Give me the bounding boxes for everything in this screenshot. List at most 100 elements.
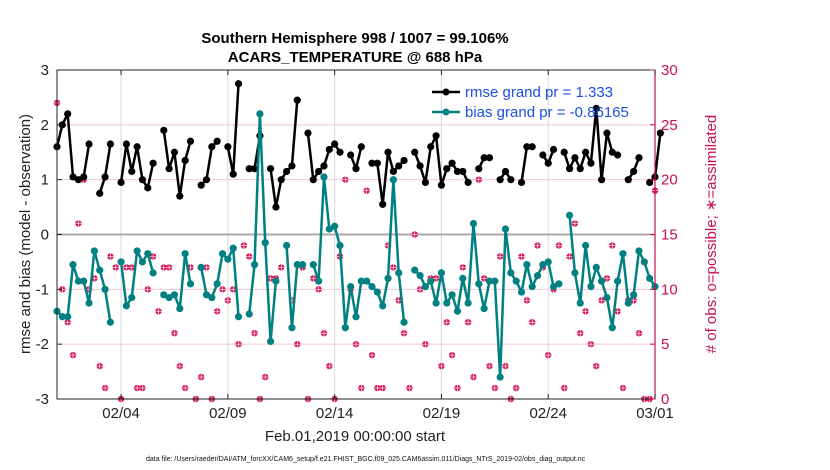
series-point: [373, 159, 381, 167]
right-y-axis-label: # of obs: o=possible; ∗=assimilated: [703, 115, 720, 354]
series-point: [523, 143, 531, 151]
series-point: [395, 269, 403, 277]
obs-count-marker: [240, 242, 248, 249]
series-point: [186, 280, 195, 288]
series-point: [560, 148, 568, 156]
x-tick-label: 02/14: [316, 405, 354, 422]
series-point: [453, 307, 462, 315]
series-point: [459, 274, 467, 282]
obs-count-marker: [213, 308, 221, 315]
legend-rmse-label: rmse grand pr = 1.333: [465, 84, 613, 101]
obs-count-marker: [491, 384, 499, 392]
obs-count-marker: [432, 275, 440, 282]
obs-count-marker: [603, 275, 611, 282]
y-axis-ticks: -3 -2 -1 0 1 2 3: [36, 62, 62, 408]
obs-count-marker: [523, 297, 531, 304]
obs-count-marker: [235, 340, 242, 348]
series-point: [432, 132, 440, 140]
series-point: [208, 143, 216, 151]
series-point: [565, 165, 574, 173]
series-point: [261, 239, 269, 247]
x-tick-label: 03/01: [636, 405, 674, 422]
series-line: [119, 249, 155, 308]
x-tick-label: 02/19: [423, 405, 461, 422]
series-point: [293, 261, 301, 269]
series-line: [247, 112, 278, 343]
y-tick-label: 3: [41, 62, 49, 79]
series-point: [299, 261, 307, 269]
obs-count-marker: [294, 340, 301, 348]
series-line: [312, 175, 406, 329]
series-point: [480, 304, 488, 313]
series-point: [234, 313, 243, 321]
obs-count-marker: [587, 340, 595, 348]
series-point: [571, 154, 579, 162]
series-point: [357, 277, 365, 285]
series-point: [277, 176, 285, 184]
series-point: [571, 269, 579, 277]
series-point: [315, 167, 323, 176]
obs-count-marker: [422, 340, 429, 348]
y2-tick-label: 5: [661, 336, 669, 353]
series-point: [293, 96, 301, 104]
series-point: [646, 178, 654, 187]
y-tick-label: 1: [41, 172, 49, 189]
obs-count-marker: [363, 187, 370, 194]
series-point: [106, 140, 114, 148]
series-point: [549, 282, 558, 291]
series-point: [379, 200, 387, 208]
bias-series: [53, 110, 659, 381]
series-point: [368, 159, 376, 167]
series-point: [347, 282, 355, 291]
series-point: [587, 282, 595, 291]
series-point: [523, 261, 531, 269]
series-point: [635, 247, 643, 255]
series-point: [250, 165, 259, 173]
series-point: [165, 165, 173, 173]
series-point: [421, 282, 430, 291]
series-point: [208, 293, 216, 302]
obs-count-marker: [101, 384, 109, 392]
series-point: [245, 310, 253, 318]
series-point: [64, 110, 72, 118]
series-point: [69, 173, 77, 181]
series-point: [101, 173, 109, 181]
series-point: [411, 266, 419, 274]
series-point: [555, 280, 563, 288]
series-point: [74, 176, 82, 184]
series-point: [507, 269, 515, 277]
obs-count-marker: [438, 362, 445, 370]
series-point: [229, 170, 237, 178]
series-point: [288, 162, 296, 170]
series-point: [480, 154, 488, 162]
y2-tick-label: 15: [661, 227, 678, 244]
obs-count-marker: [598, 297, 605, 304]
series-point: [144, 250, 152, 258]
obs-count-marker: [315, 286, 322, 293]
series-point: [389, 176, 397, 184]
obs-count-marker: [112, 264, 119, 271]
legend: rmse grand pr = 1.333 bias grand pr = -0…: [432, 84, 629, 121]
obs-count-marker: [609, 242, 616, 249]
series-point: [363, 277, 371, 285]
obs-count-marker: [400, 330, 408, 337]
obs-count-marker: [251, 330, 258, 337]
series-point: [320, 173, 328, 181]
obs-count-marker: [326, 362, 333, 370]
series-point: [544, 258, 552, 266]
series-point: [448, 159, 456, 167]
series-point: [352, 313, 360, 321]
obs-count-marker: [69, 351, 77, 359]
obs-count-marker: [374, 384, 381, 392]
y-tick-label: 0: [41, 227, 49, 244]
series-point: [69, 261, 77, 269]
legend-rmse-marker: [442, 88, 450, 96]
series-point: [128, 167, 136, 176]
series-point: [485, 154, 494, 162]
series-point: [368, 282, 376, 291]
legend-bias-label: bias grand pr = -0.86165: [465, 104, 629, 121]
obs-count-marker: [368, 351, 376, 359]
series-line: [200, 140, 219, 187]
series-point: [630, 167, 638, 176]
series-line: [119, 142, 155, 190]
